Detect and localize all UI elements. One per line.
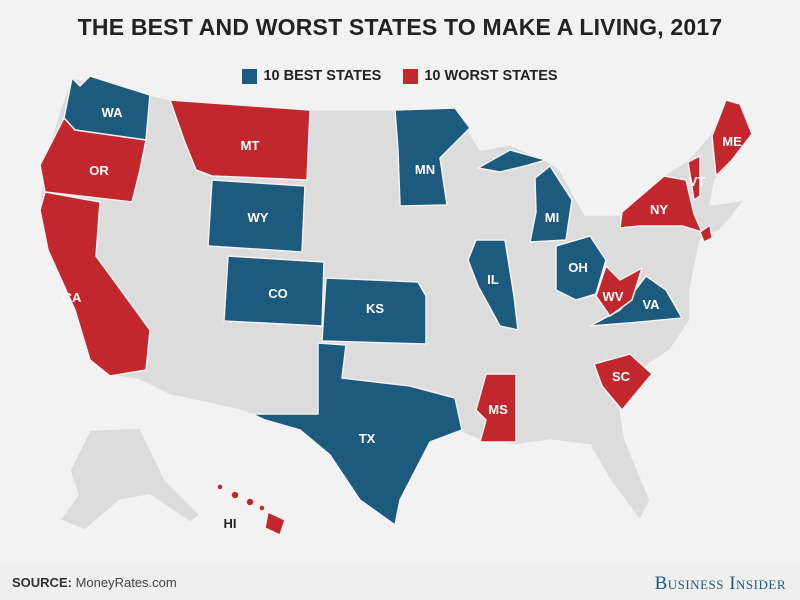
label-or: OR	[89, 163, 109, 178]
legend-label-best: 10 BEST STATES	[263, 68, 382, 84]
label-co: CO	[268, 286, 288, 301]
state-nj-sliver	[699, 224, 713, 243]
state-vt	[687, 155, 701, 201]
state-or	[39, 117, 147, 203]
label-tx: TX	[359, 431, 376, 446]
business-insider-logo: Business Insider	[654, 573, 786, 594]
source-note: SOURCE: MoneyRates.com	[12, 575, 177, 590]
label-wa: WA	[102, 105, 124, 120]
state-tx	[251, 342, 463, 526]
legend-item-worst: 10 WORST STATES	[403, 68, 558, 84]
label-wv: WV	[603, 289, 624, 304]
state-labels: WA WY CO KS TX MN IL MI OH VA OR CA MT M…	[63, 105, 742, 531]
label-oh: OH	[568, 260, 588, 275]
source-value: MoneyRates.com	[75, 575, 177, 590]
state-ks	[321, 277, 427, 345]
state-va	[589, 275, 683, 327]
label-me: ME	[722, 134, 742, 149]
label-mt: MT	[241, 138, 260, 153]
legend-swatch-best	[242, 68, 258, 84]
label-ca: CA	[63, 290, 82, 305]
state-wy	[207, 179, 306, 253]
state-wv	[595, 265, 643, 317]
label-sc: SC	[612, 369, 631, 384]
label-ny: NY	[650, 202, 668, 217]
legend-swatch-worst	[403, 68, 419, 84]
state-ca	[39, 191, 151, 377]
label-vt: VT	[689, 174, 706, 189]
state-me	[711, 99, 753, 177]
state-mt	[169, 99, 311, 181]
label-mi: MI	[545, 210, 559, 225]
state-il	[467, 239, 519, 331]
map-title: THE BEST AND WORST STATES TO MAKE A LIVI…	[77, 14, 723, 40]
legend-item-best: 10 BEST STATES	[242, 68, 381, 84]
label-mn: MN	[415, 162, 435, 177]
label-hi: HI	[224, 516, 237, 531]
state-sc	[593, 353, 653, 411]
footer: SOURCE: MoneyRates.com Business Insider	[0, 566, 800, 600]
legend: 10 BEST STATES 10 WORST STATES	[0, 68, 800, 84]
state-hi	[216, 483, 286, 536]
label-va: VA	[642, 297, 660, 312]
state-co	[223, 255, 325, 327]
state-ak	[59, 427, 201, 531]
state-mi-lower	[529, 165, 573, 243]
label-wy: WY	[248, 210, 269, 225]
state-mi-upper	[477, 149, 547, 173]
state-mn	[394, 107, 471, 207]
label-il: IL	[487, 272, 499, 287]
legend-label-worst: 10 WORST STATES	[424, 68, 558, 84]
label-ms: MS	[488, 402, 508, 417]
source-label: SOURCE:	[12, 575, 72, 590]
label-ks: KS	[366, 301, 384, 316]
state-ms	[475, 373, 517, 443]
